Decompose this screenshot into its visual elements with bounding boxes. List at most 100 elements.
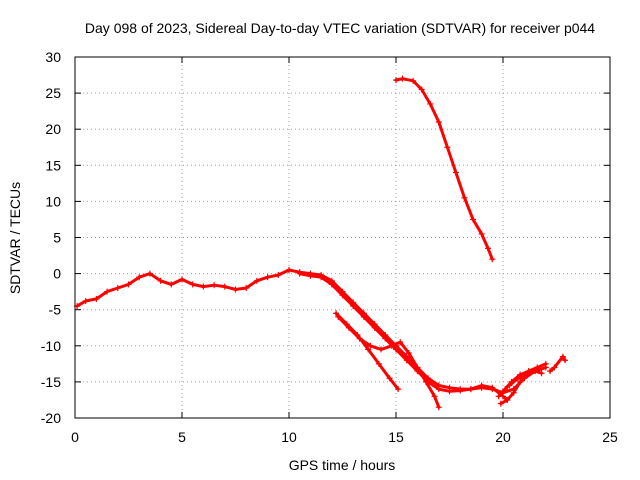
data-point xyxy=(243,285,250,292)
data-point xyxy=(136,274,143,281)
data-point xyxy=(253,277,260,284)
x-tick-label: 0 xyxy=(71,429,79,445)
data-point xyxy=(211,282,218,289)
y-tick-label: 30 xyxy=(45,49,61,65)
series-track-2 xyxy=(298,272,509,402)
data-point xyxy=(221,283,228,290)
grid-lines xyxy=(75,57,610,418)
data-point xyxy=(410,77,417,84)
data-point xyxy=(397,339,404,346)
data-point xyxy=(435,118,442,125)
data-point xyxy=(422,378,429,385)
data-point xyxy=(104,288,111,295)
data-point xyxy=(168,281,175,288)
data-point xyxy=(157,277,164,284)
x-tick-label: 20 xyxy=(495,429,511,445)
data-point xyxy=(393,77,399,84)
data-point xyxy=(510,389,517,396)
y-axis-label: SDTVAR / TECUs xyxy=(7,182,23,294)
data-point xyxy=(495,393,502,400)
data-point xyxy=(114,285,121,292)
x-tick-label: 10 xyxy=(281,429,297,445)
data-point xyxy=(514,375,521,382)
data-point xyxy=(457,387,464,394)
data-point xyxy=(388,342,395,349)
data-point xyxy=(395,386,402,393)
data-point xyxy=(562,357,569,364)
data-point xyxy=(343,321,350,328)
data-point xyxy=(333,310,340,317)
data-point xyxy=(427,100,434,107)
x-axis-label: GPS time / hours xyxy=(289,457,396,473)
y-tick-label: -15 xyxy=(41,374,61,390)
series-track-1 xyxy=(75,268,548,395)
y-tick-label: 10 xyxy=(45,193,61,209)
data-point xyxy=(393,346,399,353)
series-track-9 xyxy=(548,355,567,373)
data-point xyxy=(318,274,325,281)
y-tick-labels: 30 25 20 15 10 5 0 -5 -10 -15 -20 xyxy=(41,49,61,426)
data-point xyxy=(551,364,558,371)
data-point xyxy=(367,342,374,349)
data-point xyxy=(452,169,459,176)
y-tick-label: 20 xyxy=(45,121,61,137)
data-point xyxy=(506,382,513,389)
data-point xyxy=(431,393,438,400)
chart-title: Day 098 of 2023, Sidereal Day-to-day VTE… xyxy=(85,20,595,36)
x-tick-labels: 0 5 10 15 20 25 xyxy=(71,429,618,445)
data-point xyxy=(502,386,509,393)
axis-ticks xyxy=(74,56,611,419)
y-tick-label: 15 xyxy=(45,157,61,173)
y-tick-label: 0 xyxy=(53,266,61,282)
data-point xyxy=(446,388,453,395)
y-tick-label: -10 xyxy=(41,338,61,354)
data-point xyxy=(93,295,100,302)
data-point xyxy=(405,350,412,357)
data-point xyxy=(307,272,314,279)
data-point xyxy=(82,298,89,305)
data-point xyxy=(125,281,132,288)
y-tick-label: -20 xyxy=(41,410,61,426)
data-series xyxy=(74,75,569,411)
data-point xyxy=(478,382,485,389)
data-point xyxy=(470,216,477,223)
data-point xyxy=(489,256,496,263)
data-point xyxy=(179,276,185,283)
data-point xyxy=(264,274,271,281)
data-point xyxy=(378,346,385,353)
data-point xyxy=(403,357,410,364)
data-point xyxy=(523,371,530,378)
data-point xyxy=(559,353,566,360)
data-point xyxy=(382,335,389,342)
x-tick-label: 5 xyxy=(178,429,186,445)
data-point xyxy=(371,324,378,331)
data-point xyxy=(542,360,549,367)
data-point xyxy=(375,360,382,367)
data-point xyxy=(328,281,335,288)
data-point xyxy=(444,144,451,151)
data-point xyxy=(547,368,554,375)
data-point xyxy=(399,75,406,82)
data-point xyxy=(275,272,282,279)
x-tick-label: 15 xyxy=(388,429,404,445)
data-point xyxy=(504,396,511,403)
data-point xyxy=(532,368,539,375)
data-point xyxy=(286,266,292,273)
data-point xyxy=(339,292,346,299)
data-point xyxy=(435,386,442,393)
data-point xyxy=(365,346,372,353)
data-point xyxy=(360,313,367,320)
data-point xyxy=(538,370,545,377)
data-point xyxy=(414,364,421,371)
data-point xyxy=(517,378,524,385)
y-tick-label: 25 xyxy=(45,85,61,101)
x-tick-label: 25 xyxy=(602,429,618,445)
data-point xyxy=(189,281,196,288)
y-tick-label: -5 xyxy=(49,302,62,318)
data-point xyxy=(489,384,496,391)
data-point xyxy=(354,331,361,338)
data-point xyxy=(350,303,357,310)
data-point xyxy=(534,364,541,371)
data-point xyxy=(467,386,474,393)
